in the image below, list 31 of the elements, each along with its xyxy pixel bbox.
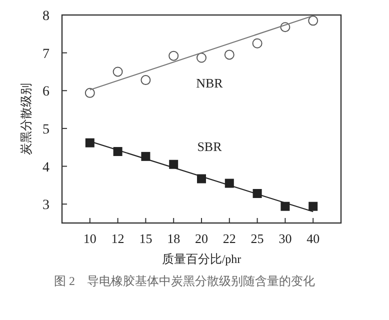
y-tick-label: 7 xyxy=(42,46,50,62)
point xyxy=(196,52,206,63)
point xyxy=(140,75,151,86)
x-tick-label: 12 xyxy=(111,231,124,246)
series-label: SBR xyxy=(197,138,222,154)
point xyxy=(280,202,290,211)
point xyxy=(85,138,94,148)
point xyxy=(224,50,234,60)
point xyxy=(252,38,262,48)
y-tick-label: 3 xyxy=(42,198,50,214)
x-tick-label: 22 xyxy=(222,231,236,246)
caption: 图 2 导电橡胶基体中炭黑分散级别随含量的变化 xyxy=(54,274,315,288)
point xyxy=(308,16,318,26)
point xyxy=(168,50,179,61)
x-tick-label: 25 xyxy=(250,231,264,246)
point xyxy=(112,66,123,77)
y-axis-title: 炭黑分散级别 xyxy=(19,83,33,155)
y-tick-label: 8 xyxy=(42,9,50,24)
y-tick-label: 4 xyxy=(42,160,50,176)
x-tick-label: 10 xyxy=(83,231,96,246)
x-tick-label: 20 xyxy=(195,231,208,246)
x-tick-label: 15 xyxy=(139,231,152,246)
point xyxy=(84,88,95,98)
x-axis-title: 质量百分比/phr xyxy=(162,252,242,266)
x-tick-label: 18 xyxy=(167,231,180,246)
y-tick-label: 6 xyxy=(42,84,50,100)
point xyxy=(308,202,318,211)
y-tick-label: 5 xyxy=(42,122,50,138)
x-tick-label: 40 xyxy=(306,231,320,246)
series-label: NBR xyxy=(196,76,224,91)
x-tick-label: 30 xyxy=(278,231,292,246)
